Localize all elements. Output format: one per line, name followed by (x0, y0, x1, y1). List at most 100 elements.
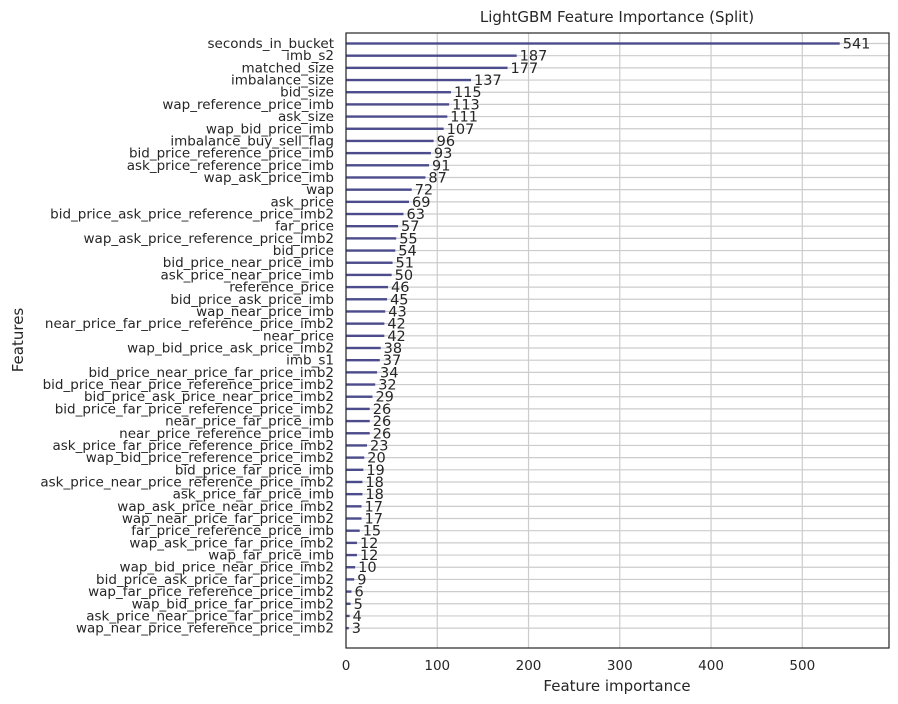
bar-wap_near_price_reference_price_imb2 (346, 626, 349, 630)
y-tick-label-ask_price_near_price_reference_price_imb2: ask_price_near_price_reference_price_imb… (40, 474, 334, 490)
value-label-ask_price_near_price_imb: 50 (395, 268, 413, 284)
y-tick-label-ask_price_far_price_reference_price_imb2: ask_price_far_price_reference_price_imb2 (52, 438, 334, 454)
y-axis-title: Features (9, 308, 27, 373)
bar-imb_s1 (346, 358, 380, 362)
bar-bid_size (346, 91, 451, 94)
value-label-bid_price_near_price_far_price_imb2: 34 (380, 365, 398, 381)
bar-near_price_far_price_reference_price_imb2 (346, 322, 385, 325)
y-tick-labels: seconds_in_bucketimb_s2matched_sizeimbal… (40, 36, 334, 637)
plot-frame (345, 32, 890, 649)
value-label-wap_bid_price_near_price_imb2: 10 (358, 560, 376, 576)
value-label-near_price_reference_price_imb: 26 (373, 426, 391, 442)
value-label-wap_bid_price_imb: 107 (447, 122, 475, 138)
value-label-bid_price_far_price_reference_price_imb2: 26 (373, 402, 391, 418)
y-tick-label-near_price_reference_price_imb: near_price_reference_price_imb (119, 426, 334, 442)
value-label-near_price_far_price_imb: 26 (373, 414, 391, 430)
value-label-bid_price_ask_price_far_price_imb2: 9 (357, 572, 366, 588)
y-tick-label-ask_price: ask_price (271, 194, 334, 210)
y-tick-label-wap_far_price_reference_price_imb2: wap_far_price_reference_price_imb2 (88, 584, 334, 600)
y-tick-label-bid_price_ask_price_reference_price_imb2: bid_price_ask_price_reference_price_imb2 (50, 207, 334, 223)
bar-bid_price_near_price_reference_price_imb2 (346, 383, 376, 386)
value-labels: 5411871771371151131111079693918772696357… (352, 37, 871, 638)
bar-wap_bid_price_imb (346, 127, 444, 130)
y-tick-label-bid_price_far_price_reference_price_imb2: bid_price_far_price_reference_price_imb2 (55, 401, 334, 417)
value-label-bid_price: 54 (398, 244, 416, 260)
value-label-wap: 72 (415, 183, 433, 199)
value-label-wap_ask_price_far_price_imb2: 12 (360, 536, 378, 552)
value-label-ask_price_near_price_reference_price_imb2: 18 (365, 475, 383, 491)
value-label-ask_price: 69 (412, 195, 430, 211)
y-tick-label-bid_price_ask_price_far_price_imb2: bid_price_ask_price_far_price_imb2 (96, 572, 334, 588)
y-tick-label-wap_ask_price_far_price_imb2: wap_ask_price_far_price_imb2 (129, 535, 334, 551)
value-label-wap_near_price_far_price_imb2: 17 (365, 512, 383, 528)
value-label-wap_bid_price_ask_price_imb2: 38 (384, 341, 402, 357)
bar-wap (346, 188, 412, 191)
y-tick-label-bid_price: bid_price (273, 243, 334, 259)
y-tick-label-near_price: near_price (263, 328, 334, 344)
value-label-reference_price: 46 (391, 280, 409, 296)
value-label-wap_near_price_reference_price_imb2: 3 (352, 621, 361, 637)
value-label-wap_far_price_reference_price_imb2: 6 (354, 585, 363, 601)
value-label-wap_ask_price_imb: 87 (428, 170, 446, 186)
y-tick-label-ask_size: ask_size (278, 109, 334, 125)
y-tick-label-wap_bid_price_near_price_imb2: wap_bid_price_near_price_imb2 (120, 560, 334, 576)
bar-wap_far_price_imb (346, 553, 357, 557)
value-label-far_price_reference_price_imb: 15 (363, 524, 381, 540)
y-tick-label-matched_size: matched_size (242, 60, 335, 76)
y-tick-label-bid_price_near_price_imb: bid_price_near_price_imb (163, 255, 334, 271)
value-label-bid_price_far_price_imb: 19 (366, 463, 384, 479)
bar-bid_price_ask_price_near_price_imb2 (346, 395, 373, 398)
bar-bid_price_far_price_reference_price_imb2 (346, 407, 370, 411)
y-tick-label-far_price: far_price (275, 219, 334, 235)
value-label-bid_price_ask_price_reference_price_imb2: 63 (406, 207, 424, 223)
bar-wap_bid_price_ask_price_imb2 (346, 346, 381, 350)
value-label-ask_price_near_price_far_price_imb2: 4 (353, 609, 362, 625)
bar-wap_far_price_reference_price_imb2 (346, 590, 352, 593)
bar-wap_bid_price_reference_price_imb2 (346, 456, 365, 459)
value-label-wap_ask_price_near_price_imb2: 17 (365, 499, 383, 515)
y-tick-label-wap_near_price_far_price_imb2: wap_near_price_far_price_imb2 (122, 511, 334, 527)
bar-bid_price_ask_price_far_price_imb2 (346, 578, 355, 581)
value-label-far_price: 57 (401, 219, 419, 235)
x-axis-title: Feature importance (543, 677, 690, 695)
bar-imbalance_buy_sell_flag (346, 139, 434, 143)
bar-wap_bid_price_far_price_imb2 (346, 602, 351, 605)
bar-bid_price_ask_price_imb (346, 298, 388, 301)
bar-near_price_far_price_imb (346, 419, 370, 423)
x-tick-label-2: 200 (516, 658, 542, 674)
y-tick-label-wap_bid_price_reference_price_imb2: wap_bid_price_reference_price_imb2 (86, 450, 334, 466)
bar-wap_reference_price_imb (346, 103, 450, 106)
y-tick-label-bid_price_reference_price_imb: bid_price_reference_price_imb (129, 146, 334, 162)
value-label-matched_size: 177 (511, 61, 539, 77)
y-tick-label-bid_size: bid_size (280, 85, 334, 101)
bar-matched_size (346, 66, 508, 70)
value-label-near_price: 42 (387, 329, 405, 345)
value-label-bid_size: 115 (454, 85, 482, 101)
bar-wap_near_price_imb (346, 310, 386, 313)
bar-near_price (346, 334, 385, 338)
bar-ask_price_near_price_far_price_imb2 (346, 614, 350, 618)
value-label-wap_near_price_imb: 43 (388, 304, 406, 320)
value-label-seconds_in_bucket: 541 (843, 37, 871, 53)
bar-layer (346, 42, 840, 630)
y-tick-label-ask_price_reference_price_imb: ask_price_reference_price_imb (127, 158, 334, 174)
y-tick-label-seconds_in_bucket: seconds_in_bucket (208, 36, 334, 52)
y-tick-label-wap_bid_price_ask_price_imb2: wap_bid_price_ask_price_imb2 (127, 341, 334, 357)
bar-ask_price (346, 200, 409, 204)
value-label-ask_size: 111 (450, 110, 478, 126)
y-tick-label-wap_ask_price_reference_price_imb2: wap_ask_price_reference_price_imb2 (84, 231, 334, 247)
bar-ask_price_reference_price_imb (346, 164, 430, 167)
bar-bid_price_near_price_imb (346, 261, 393, 264)
y-tick-label-wap_far_price_imb: wap_far_price_imb (208, 548, 334, 564)
value-label-bid_price_near_price_reference_price_imb2: 32 (378, 378, 396, 394)
value-label-bid_price_ask_price_imb: 45 (390, 292, 408, 308)
value-label-wap_far_price_imb: 12 (360, 548, 378, 564)
bar-wap_ask_price_near_price_imb2 (346, 505, 362, 508)
y-tick-label-bid_price_near_price_far_price_imb2: bid_price_near_price_far_price_imb2 (88, 365, 334, 381)
bar-wap_bid_price_near_price_imb2 (346, 566, 356, 569)
bar-near_price_reference_price_imb (346, 432, 370, 435)
value-label-imb_s2: 187 (520, 49, 548, 65)
y-tick-label-ask_price_far_price_imb: ask_price_far_price_imb (173, 487, 334, 503)
